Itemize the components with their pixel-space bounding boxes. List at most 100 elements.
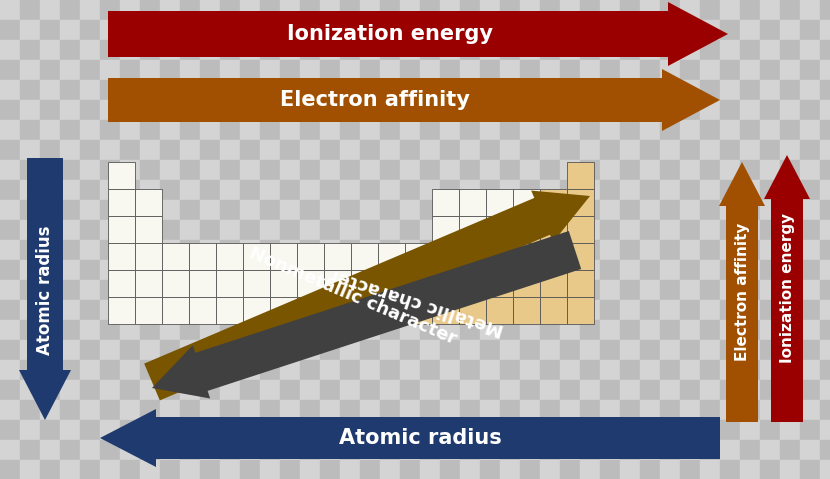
Bar — [280, 320, 300, 340]
Bar — [500, 220, 520, 240]
Bar — [540, 380, 560, 400]
Bar — [420, 220, 440, 240]
Bar — [120, 400, 140, 420]
Bar — [680, 140, 700, 160]
Bar — [240, 200, 260, 220]
Text: Atomic radius: Atomic radius — [36, 225, 54, 355]
Bar — [560, 100, 580, 120]
Bar — [720, 180, 740, 200]
Bar — [60, 0, 80, 20]
Bar — [360, 0, 380, 20]
Bar — [440, 60, 460, 80]
Bar — [320, 20, 340, 40]
Bar — [480, 280, 500, 300]
Bar — [220, 420, 240, 440]
Bar — [720, 280, 740, 300]
Bar — [100, 360, 120, 380]
Bar — [780, 60, 800, 80]
Bar — [360, 140, 380, 160]
Bar — [500, 300, 520, 320]
Bar — [100, 320, 120, 340]
Bar — [620, 0, 640, 20]
Bar — [260, 180, 280, 200]
Bar — [162, 270, 189, 297]
Bar — [216, 243, 243, 270]
Bar — [459, 297, 486, 324]
Bar — [340, 300, 360, 320]
Bar — [216, 297, 243, 324]
Bar — [120, 80, 140, 100]
Bar — [620, 380, 640, 400]
Bar — [660, 260, 680, 280]
Bar — [340, 400, 360, 420]
Bar — [120, 220, 140, 240]
Bar — [520, 280, 540, 300]
Bar — [820, 180, 830, 200]
Bar — [40, 220, 60, 240]
Bar — [240, 420, 260, 440]
Bar — [220, 340, 240, 360]
Bar — [220, 300, 240, 320]
Bar — [260, 220, 280, 240]
Bar — [60, 320, 80, 340]
Bar — [560, 220, 580, 240]
Bar — [220, 20, 240, 40]
Bar — [480, 200, 500, 220]
Bar — [20, 120, 40, 140]
Bar — [440, 460, 460, 479]
Bar — [640, 440, 660, 460]
Bar — [400, 280, 420, 300]
Bar — [300, 400, 320, 420]
Bar — [140, 40, 160, 60]
Bar — [220, 140, 240, 160]
Bar — [460, 400, 480, 420]
Bar — [80, 240, 100, 260]
Bar — [740, 260, 760, 280]
Bar — [820, 240, 830, 260]
Bar — [243, 270, 270, 297]
Bar — [60, 420, 80, 440]
Bar — [513, 297, 540, 324]
Bar — [760, 20, 780, 40]
Bar — [80, 140, 100, 160]
Bar — [520, 340, 540, 360]
Bar — [720, 340, 740, 360]
Bar — [20, 300, 40, 320]
Bar — [100, 420, 120, 440]
Bar — [560, 460, 580, 479]
Bar — [680, 300, 700, 320]
Bar — [320, 320, 340, 340]
Bar — [80, 320, 100, 340]
Bar — [820, 400, 830, 420]
Bar — [0, 0, 20, 20]
Bar — [820, 420, 830, 440]
Bar — [580, 440, 600, 460]
Bar — [60, 200, 80, 220]
Bar — [700, 80, 720, 100]
Bar — [80, 220, 100, 240]
Bar — [220, 280, 240, 300]
Bar — [340, 120, 360, 140]
Bar — [820, 320, 830, 340]
Bar — [600, 400, 620, 420]
Bar — [800, 0, 820, 20]
Bar — [240, 180, 260, 200]
Bar — [60, 100, 80, 120]
Bar — [600, 260, 620, 280]
Bar — [640, 180, 660, 200]
Bar — [140, 180, 160, 200]
Bar — [351, 243, 378, 270]
Bar — [140, 240, 160, 260]
Bar — [720, 400, 740, 420]
Bar — [800, 320, 820, 340]
Bar — [540, 60, 560, 80]
Bar — [680, 400, 700, 420]
Bar — [660, 380, 680, 400]
Bar — [360, 300, 380, 320]
Bar — [740, 360, 760, 380]
Bar — [108, 270, 135, 297]
Bar — [620, 320, 640, 340]
Bar — [40, 260, 60, 280]
Bar — [459, 243, 486, 270]
Bar — [140, 460, 160, 479]
